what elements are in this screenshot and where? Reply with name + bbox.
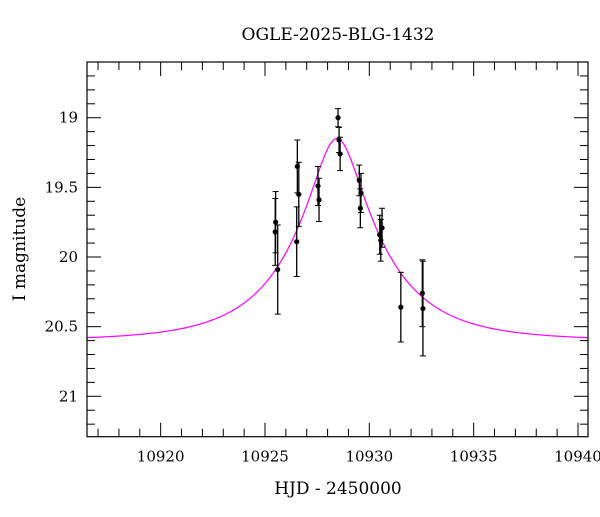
data-marker: [357, 205, 363, 211]
data-point: [293, 206, 300, 278]
data-point: [337, 136, 344, 172]
x-tick-label: 10935: [450, 448, 498, 466]
x-tick-label: 10925: [241, 448, 289, 466]
data-marker: [315, 183, 321, 189]
y-tick-label: 21: [59, 387, 78, 405]
data-marker: [272, 229, 278, 235]
plot-frame: [86, 61, 589, 438]
data-point: [295, 161, 302, 227]
data-point: [316, 177, 323, 222]
data-point: [397, 271, 404, 343]
data-point: [274, 224, 281, 315]
y-tick-label: 20: [59, 248, 78, 266]
y-tick-label: 19: [59, 109, 78, 127]
data-point: [336, 126, 343, 154]
data-marker: [296, 191, 302, 197]
x-tick-label: 10920: [137, 448, 185, 466]
model-curve: [87, 137, 589, 339]
data-marker: [336, 137, 342, 143]
data-points: [272, 108, 426, 357]
data-marker: [294, 239, 300, 245]
data-point: [357, 188, 364, 229]
data-marker: [275, 266, 281, 273]
data-marker: [316, 197, 322, 203]
x-tick-label: 10940: [554, 448, 600, 466]
x-tick-labels: 10920 10925 10930 10935 10940: [137, 448, 600, 466]
data-point: [377, 218, 384, 262]
data-marker: [337, 151, 343, 157]
data-marker: [420, 305, 426, 312]
data-point: [419, 260, 426, 357]
axis-ticks: [87, 61, 588, 437]
chart-title: OGLE-2025-BLG-1432: [242, 25, 435, 45]
y-tick-label: 20.5: [45, 318, 78, 336]
data-marker: [398, 304, 404, 310]
data-marker: [378, 237, 384, 243]
y-tick-labels: 19 19.5 20 20.5 21: [45, 109, 78, 406]
x-axis-label: HJD - 2450000: [274, 479, 402, 499]
y-tick-label: 19.5: [45, 178, 78, 196]
data-marker: [335, 115, 341, 121]
data-point: [335, 108, 342, 128]
y-axis-label: I magnitude: [10, 197, 30, 301]
x-tick-label: 10930: [345, 448, 393, 466]
